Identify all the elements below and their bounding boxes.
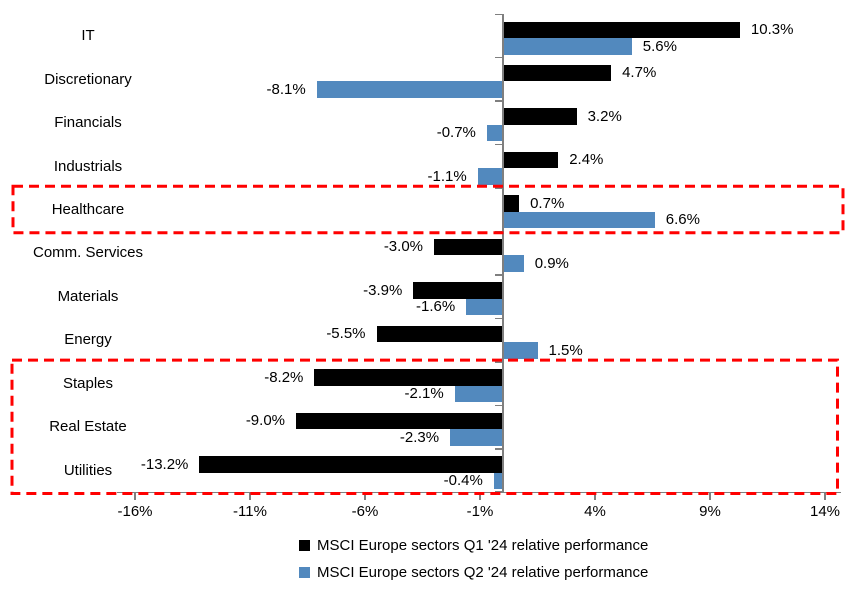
category-label: Healthcare [51, 201, 125, 219]
x-axis-tick-label: -16% [117, 503, 153, 520]
q2-bar-label: -2.3% [399, 428, 440, 446]
x-axis-tick [824, 491, 826, 500]
q1-bar-label: 10.3% [750, 21, 794, 38]
y-axis-tick [495, 274, 502, 276]
q2-bar [450, 429, 503, 446]
q1-bar [199, 456, 503, 473]
q2-bar-label: -8.1% [266, 80, 306, 98]
x-axis-tick-label: 4% [584, 503, 606, 520]
q1-bar [376, 325, 503, 343]
category-label: IT [81, 27, 95, 45]
category-label: Staples [62, 374, 114, 392]
q1-bar [503, 21, 740, 38]
x-axis-tick-label: -1% [466, 503, 494, 520]
q1-bar [296, 412, 503, 430]
q2-bar [466, 298, 503, 316]
q1-bar-label: -3.0% [383, 238, 423, 256]
x-axis-tick-label: 9% [699, 503, 721, 520]
q2-bar-label: -0.4% [443, 472, 483, 489]
q2-bar-label: 0.9% [534, 254, 569, 272]
q2-bar-label: 6.6% [665, 211, 700, 229]
q1-bar [413, 282, 503, 299]
legend-swatch-q1-icon [299, 540, 310, 551]
q1-bar [503, 151, 559, 169]
q2-bar-label: -0.7% [436, 124, 476, 142]
x-axis-tick-label: -11% [233, 503, 267, 520]
x-axis-tick [479, 491, 481, 500]
category-label: Comm. Services [32, 244, 144, 262]
q1-bar [314, 369, 503, 386]
q1-bar [503, 195, 520, 212]
x-axis-tick [364, 491, 366, 500]
q1-bar [503, 64, 612, 82]
y-axis-tick [495, 448, 502, 450]
y-axis-tick [495, 143, 502, 146]
x-axis-tick-label: 14% [809, 503, 841, 520]
q1-bar-label: 2.4% [569, 151, 604, 169]
q1-bar-label: -8.2% [264, 368, 304, 386]
q1-bar [503, 108, 577, 125]
y-axis-tick [495, 56, 502, 59]
q2-bar [503, 255, 524, 272]
x-axis-tick [249, 491, 251, 500]
q2-bar-label: -1.1% [427, 167, 467, 185]
y-axis-line [501, 14, 504, 492]
y-axis-tick [495, 317, 502, 320]
q2-bar-label: 1.5% [548, 341, 583, 359]
legend-item-q1: MSCI Europe sectors Q1 '24 relative perf… [299, 537, 648, 554]
category-label: Industrials [53, 157, 123, 175]
category-label: Materials [57, 287, 119, 305]
q2-bar [454, 385, 503, 403]
q2-bar [477, 168, 503, 185]
category-label: Real Estate [49, 418, 127, 436]
q2-bar-label: -2.1% [404, 385, 444, 403]
q1-bar-label: -3.9% [363, 281, 403, 299]
y-axis-tick [495, 230, 502, 233]
category-label: Energy [64, 331, 112, 349]
q2-bar [503, 38, 632, 55]
q2-bar [486, 124, 503, 142]
y-axis-tick [495, 361, 502, 363]
q2-bar [503, 211, 655, 229]
q1-bar-label: 0.7% [530, 194, 565, 212]
q2-bar-label: -1.6% [416, 298, 456, 316]
q1-bar-label: -9.0% [245, 412, 285, 430]
x-axis-tick-label: -6% [351, 503, 379, 520]
q2-bar-label: 5.6% [642, 37, 677, 55]
q1-bar-label: 4.7% [622, 64, 657, 82]
x-axis-tick [709, 491, 711, 500]
x-axis-tick [594, 491, 596, 500]
q1-bar-label: -13.2% [140, 455, 189, 473]
legend: MSCI Europe sectors Q1 '24 relative perf… [299, 537, 648, 581]
q2-bar [503, 342, 538, 359]
category-label: Financials [54, 114, 122, 132]
q1-bar-label: -5.5% [326, 325, 366, 343]
legend-label-q1: MSCI Europe sectors Q1 '24 relative perf… [317, 537, 649, 554]
y-axis-tick [495, 13, 502, 15]
y-axis-tick [495, 100, 502, 102]
x-axis-tick [134, 491, 136, 500]
legend-label-q2: MSCI Europe sectors Q2 '24 relative perf… [317, 564, 649, 581]
category-label: Discretionary [44, 70, 132, 88]
q1-bar [434, 238, 503, 256]
q2-bar [316, 81, 503, 98]
q1-bar-label: 3.2% [587, 107, 622, 125]
legend-item-q2: MSCI Europe sectors Q2 '24 relative perf… [299, 564, 648, 581]
legend-swatch-q2-icon [299, 567, 310, 578]
y-axis-tick [495, 187, 502, 189]
y-axis-tick [495, 404, 502, 407]
